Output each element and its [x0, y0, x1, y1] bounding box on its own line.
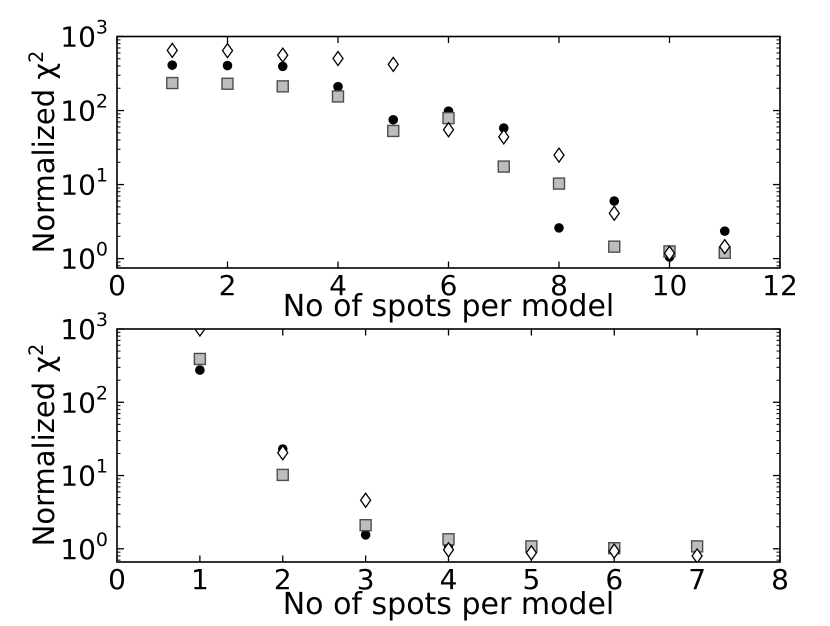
x-tick-label: 4 — [440, 563, 458, 596]
data-point-circle — [360, 530, 371, 540]
data-point-circle — [195, 365, 205, 375]
y-axis-label-superscript: 2 — [25, 50, 49, 63]
data-point-circle — [333, 81, 343, 92]
data-point-diamond — [663, 245, 676, 262]
data-point-square — [387, 124, 400, 138]
data-point-circle — [277, 61, 288, 72]
x-tick-label: 10 — [652, 269, 688, 302]
data-point-diamond — [332, 50, 344, 67]
data-point-diamond — [359, 492, 372, 509]
y-tick-label: 101 — [60, 456, 108, 493]
y-tick-label: 103 — [60, 17, 108, 54]
x-tick-label: 6 — [440, 269, 458, 302]
data-point-square — [359, 519, 372, 532]
panel-bottom: 0 1 2 3 4 5 6 7 8 100 101 102 103 — [60, 309, 789, 596]
y-tick-label: 102 — [60, 382, 108, 419]
data-point-diamond — [276, 47, 289, 64]
x-tick-label: 6 — [605, 563, 623, 596]
data-point-diamond — [194, 329, 206, 338]
data-point-square — [276, 80, 289, 93]
data-point-diamond — [691, 547, 703, 562]
x-tick-label: 7 — [688, 563, 706, 596]
axes-frame — [116, 328, 781, 563]
x-tick-label: 2 — [274, 563, 292, 596]
y-tick-label: 100 — [60, 239, 108, 276]
x-tick-label: 8 — [771, 563, 789, 596]
data-point-diamond — [387, 56, 400, 73]
data-point-diamond — [497, 128, 510, 146]
data-point-diamond — [608, 543, 621, 560]
panel-top: 0 2 4 6 8 10 12 100 101 102 103 — [60, 17, 798, 303]
data-point-square — [552, 177, 566, 190]
data-point-circle — [609, 196, 620, 206]
x-tick-label: 1 — [191, 563, 209, 596]
bottom-x-axis-label: No of spots per model — [282, 587, 615, 622]
y-axis-label-text: Normalized χ — [27, 62, 61, 254]
x-tick-label: 3 — [357, 563, 375, 596]
data-point-circle — [388, 114, 399, 125]
y-tick-label: 102 — [60, 91, 108, 128]
x-tick-label: 0 — [108, 563, 126, 596]
x-tick-label: 0 — [108, 269, 126, 302]
data-point-square — [331, 90, 345, 103]
data-point-diamond — [442, 541, 455, 558]
data-point-circle — [498, 123, 509, 133]
y-axis-label-superscript: 2 — [25, 343, 49, 356]
data-point-square — [193, 352, 207, 366]
x-tick-label: 5 — [522, 563, 540, 596]
data-point-square — [608, 240, 621, 253]
data-point-square — [221, 77, 234, 90]
top-x-axis-label: No of spots per model — [282, 289, 615, 324]
y-tick-label: 103 — [60, 309, 108, 346]
data-point-diamond — [221, 42, 234, 59]
data-point-diamond — [525, 544, 538, 561]
data-point-diamond — [718, 238, 731, 255]
bottom-y-axis-label: Normalized χ2 — [24, 265, 64, 625]
data-point-square — [166, 76, 179, 90]
y-tick-label: 101 — [60, 165, 108, 202]
data-point-diamond — [166, 42, 179, 59]
data-point-circle — [554, 223, 564, 233]
x-tick-label: 12 — [762, 269, 798, 302]
axes-frame — [116, 35, 781, 269]
x-tick-label: 2 — [219, 269, 237, 302]
data-point-square — [276, 468, 289, 482]
data-point-circle — [222, 60, 233, 71]
y-tick-label: 100 — [60, 529, 108, 566]
x-tick-label: 8 — [550, 269, 568, 302]
data-point-square — [497, 160, 510, 173]
data-point-diamond — [276, 444, 289, 461]
data-point-diamond — [442, 121, 455, 138]
data-point-diamond — [553, 146, 565, 164]
y-axis-label-text: Normalized χ — [27, 355, 61, 547]
data-point-diamond — [608, 205, 621, 222]
x-tick-label: 4 — [329, 269, 347, 302]
data-point-circle — [719, 226, 730, 236]
data-point-circle — [167, 60, 178, 70]
